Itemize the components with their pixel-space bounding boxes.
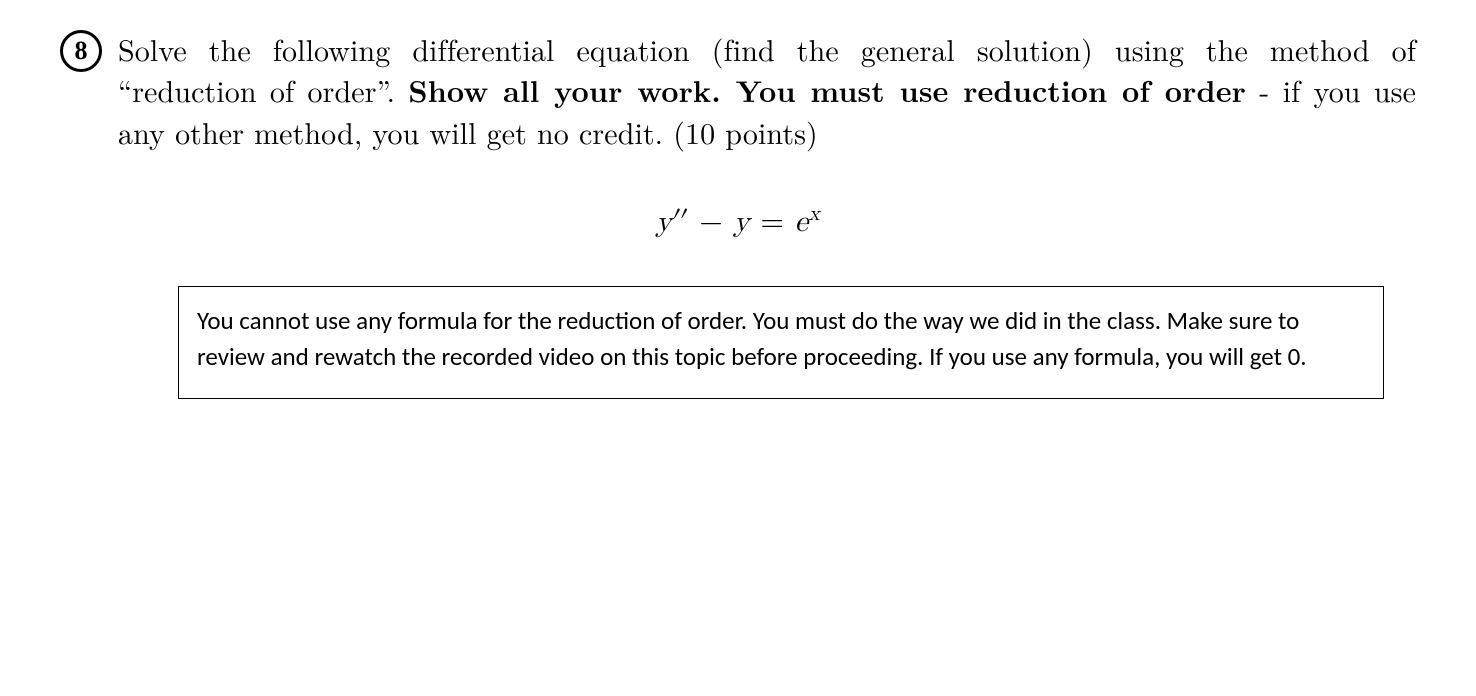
- problem-prompt: Solve the following differential equatio…: [118, 28, 1416, 152]
- note-wrapper: You cannot use any formula for the reduc…: [178, 286, 1384, 399]
- problem-number: 8: [75, 36, 88, 65]
- page: 8 Solve the following differential equat…: [0, 0, 1476, 696]
- problem-number-badge: 8: [60, 30, 102, 72]
- instruction-note: You cannot use any formula for the reduc…: [178, 286, 1384, 399]
- problem-block: 8 Solve the following differential equat…: [60, 28, 1416, 399]
- differential-equation: y′′ − y = ex: [60, 204, 1416, 240]
